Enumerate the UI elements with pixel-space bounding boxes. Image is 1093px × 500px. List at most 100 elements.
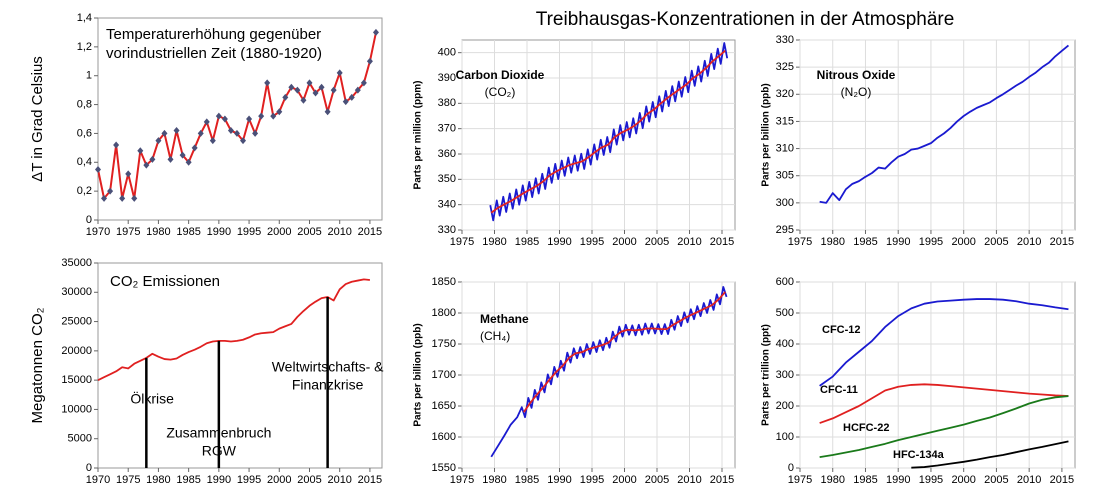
x-tick-label: 1985	[853, 474, 877, 486]
series-label: CFC-12	[822, 324, 861, 336]
y-tick-label: 25000	[61, 315, 92, 327]
data-marker	[233, 129, 240, 137]
data-marker	[342, 98, 349, 106]
data-marker	[330, 86, 337, 94]
series-label: CFC-11	[820, 384, 858, 396]
data-marker	[288, 83, 295, 91]
y-tick-label: 10000	[61, 403, 92, 415]
series-line	[819, 44, 1070, 204]
y-tick-label: 5000	[68, 433, 92, 445]
x-tick-label: 2015	[710, 236, 734, 248]
x-tick-label: 1990	[886, 474, 910, 486]
data-marker	[306, 79, 313, 87]
x-tick-label: 2005	[984, 474, 1008, 486]
chart-label: Carbon Dioxide	[456, 68, 545, 82]
series-label: HCFC-22	[843, 422, 889, 434]
y-axis-label: Parts per trillion (ppt)	[761, 324, 772, 426]
y-tick-label: 100	[776, 431, 794, 443]
x-tick-label: 1980	[482, 474, 506, 486]
y-tick-label: 600	[776, 276, 794, 288]
x-tick-label: 2005	[645, 236, 669, 248]
data-marker	[276, 108, 283, 116]
x-tick-label: 2000	[612, 236, 636, 248]
data-marker	[113, 141, 120, 149]
y-tick-label: 310	[776, 142, 794, 154]
x-tick-label: 1990	[207, 226, 231, 238]
data-marker	[354, 86, 361, 94]
annotation-text: Finanzkrise	[292, 377, 364, 393]
data-marker	[179, 151, 186, 159]
x-tick-label: 1980	[820, 474, 844, 486]
y-tick-label: 0	[86, 214, 92, 226]
x-tick-label: 2000	[951, 474, 975, 486]
chart-title: CO₂ Emissionen	[110, 273, 220, 290]
data-marker	[372, 28, 379, 36]
data-marker	[300, 96, 307, 104]
y-tick-label: 400	[438, 47, 456, 59]
x-tick-label: 1975	[116, 226, 140, 238]
y-tick-label: 1600	[432, 431, 456, 443]
data-marker	[101, 194, 108, 202]
data-marker	[252, 129, 259, 137]
x-tick-label: 2010	[1017, 236, 1041, 248]
x-tick-label: 2010	[677, 474, 701, 486]
chart-title: Temperaturerhöhung gegenüber	[106, 26, 321, 43]
x-tick-label: 1990	[547, 474, 571, 486]
x-tick-label: 2015	[1050, 236, 1074, 248]
x-tick-label: 1980	[146, 474, 170, 486]
x-tick-label: 1975	[450, 474, 474, 486]
y-tick-label: 1,2	[77, 41, 92, 53]
x-tick-label: 1995	[580, 474, 604, 486]
annotation-text: Ölkrise	[130, 390, 174, 407]
data-marker	[282, 93, 289, 101]
y-axis-label: Parts per billion (ppb)	[413, 323, 424, 426]
series-label: HFC-134a	[893, 449, 945, 461]
page-title: Treibhausgas-Konzentrationen in der Atmo…	[536, 9, 955, 30]
data-marker	[318, 83, 325, 91]
y-tick-label: 0,2	[77, 185, 92, 197]
y-tick-label: 1,4	[77, 12, 92, 24]
y-tick-label: 380	[438, 97, 456, 109]
data-marker	[258, 112, 265, 120]
x-tick-label: 1990	[886, 236, 910, 248]
data-marker	[294, 86, 301, 94]
data-marker	[167, 155, 174, 163]
x-tick-label: 2005	[645, 474, 669, 486]
y-tick-label: 0,6	[77, 127, 92, 139]
x-tick-label: 1990	[547, 236, 571, 248]
y-tick-label: 0	[788, 462, 794, 474]
x-tick-label: 2015	[710, 474, 734, 486]
x-tick-label: 2000	[267, 226, 291, 238]
data-marker	[173, 127, 180, 135]
y-tick-label: 1550	[432, 462, 456, 474]
x-tick-label: 1985	[176, 474, 200, 486]
y-axis-label: Megatonnen CO₂	[29, 307, 46, 423]
chart-label: (N₂O)	[841, 85, 872, 99]
x-tick-label: 1970	[86, 474, 110, 486]
y-tick-label: 305	[776, 170, 794, 182]
chart-label: (CH₄)	[480, 329, 510, 343]
data-marker	[227, 127, 234, 135]
chart-label: Nitrous Oxide	[817, 68, 896, 82]
x-tick-label: 2010	[327, 226, 351, 238]
y-tick-label: 30000	[61, 286, 92, 298]
y-tick-label: 0,4	[77, 156, 92, 168]
data-marker	[221, 115, 228, 123]
y-axis-label: ΔT in Grad Celsius	[29, 56, 46, 182]
y-tick-label: 330	[776, 34, 794, 46]
y-tick-label: 1	[86, 70, 92, 82]
series-line	[819, 395, 1069, 459]
x-tick-label: 2000	[267, 474, 291, 486]
data-marker	[131, 194, 138, 202]
data-marker	[95, 166, 101, 173]
y-tick-label: 360	[438, 148, 456, 160]
x-tick-label: 2005	[297, 226, 321, 238]
y-tick-label: 350	[438, 173, 456, 185]
data-marker	[107, 187, 114, 195]
y-tick-label: 20000	[61, 345, 92, 357]
x-tick-label: 2000	[951, 236, 975, 248]
data-marker	[246, 115, 253, 123]
y-tick-label: 300	[776, 197, 794, 209]
